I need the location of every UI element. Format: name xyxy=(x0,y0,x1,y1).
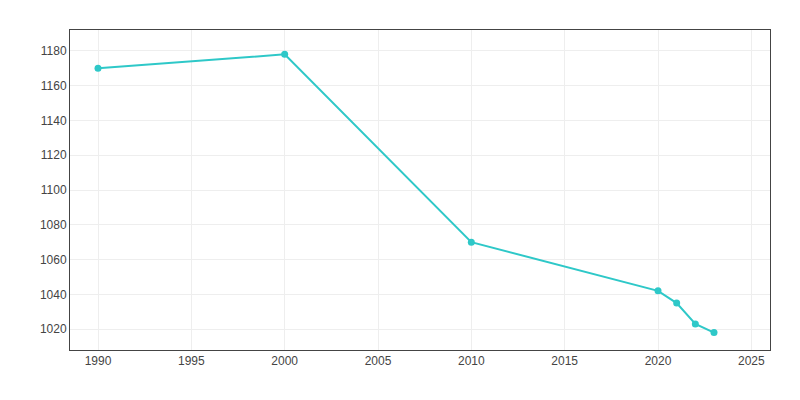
svg-text:2020: 2020 xyxy=(645,354,672,368)
svg-text:1100: 1100 xyxy=(41,183,67,197)
svg-text:2005: 2005 xyxy=(365,354,392,368)
svg-text:1120: 1120 xyxy=(41,148,67,162)
svg-text:2015: 2015 xyxy=(551,354,578,368)
svg-text:1995: 1995 xyxy=(178,354,205,368)
svg-text:1080: 1080 xyxy=(40,218,67,232)
svg-text:2025: 2025 xyxy=(738,354,765,368)
svg-text:1990: 1990 xyxy=(85,354,112,368)
svg-text:1160: 1160 xyxy=(41,79,67,93)
svg-text:1020: 1020 xyxy=(40,322,67,336)
svg-text:2010: 2010 xyxy=(458,354,485,368)
svg-text:1040: 1040 xyxy=(40,288,67,302)
svg-text:2000: 2000 xyxy=(271,354,298,368)
svg-text:1060: 1060 xyxy=(40,253,67,267)
svg-text:1140: 1140 xyxy=(41,114,67,128)
svg-text:1180: 1180 xyxy=(41,44,67,58)
